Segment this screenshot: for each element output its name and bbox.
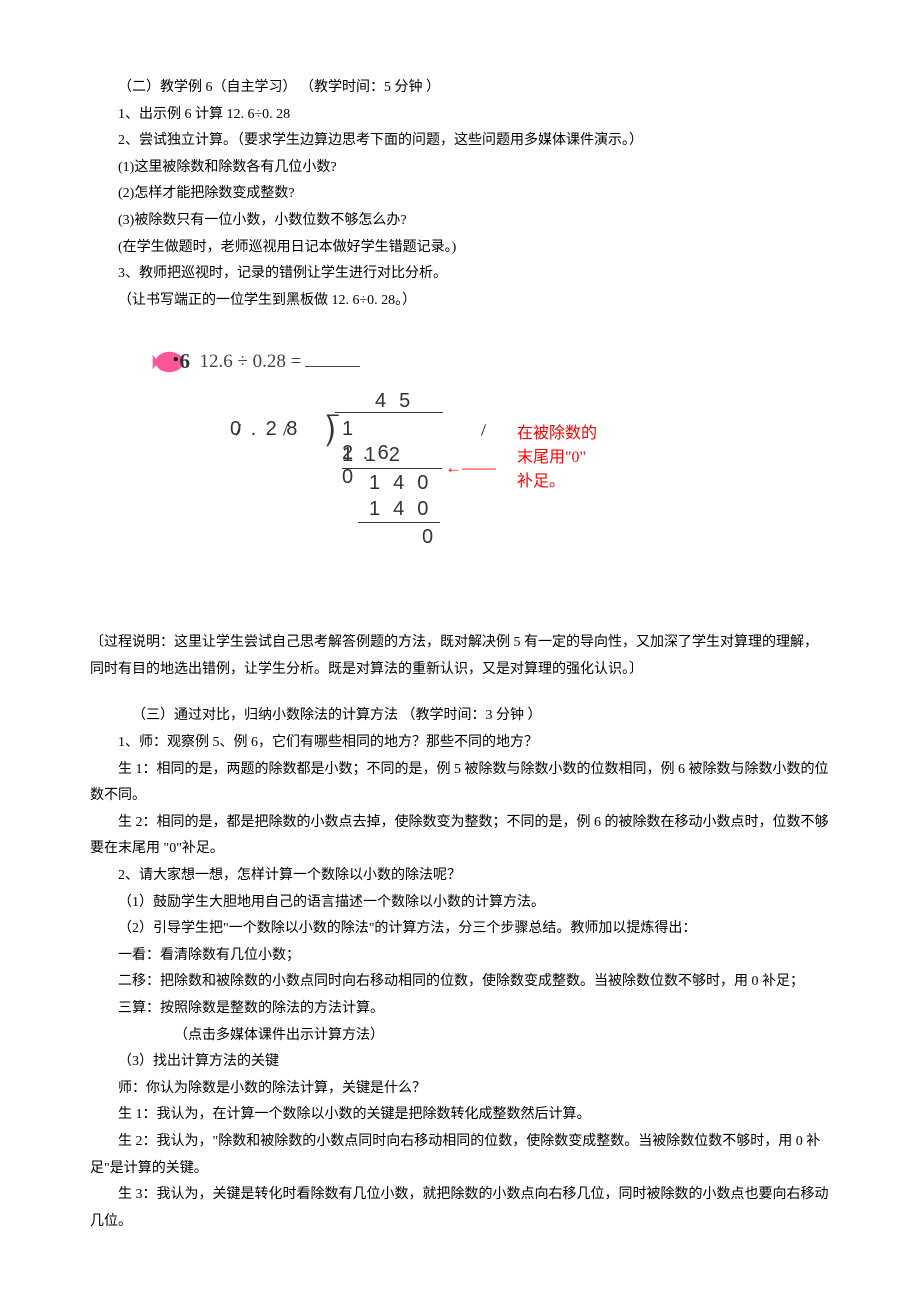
section1-item-1: 2、尝试独立计算。（要求学生边算边思考下面的问题，这些问题用多媒体课件演示。） [90,128,835,155]
division-bar [335,412,443,413]
equation-text: 12.6 ÷ 0.28 = [200,344,361,380]
section2-a5: 生 3：我认为，关键是转化时看除数有几位小数，就把除数的小数点向右移几位，同时被… [90,1182,835,1235]
section1-item-4: (3)被除数只有一位小数，小数位数不够怎么办? [90,208,835,235]
line2 [358,522,440,523]
section2-sub1: （1）鼓励学生大胆地用自己的语言描述一个数除以小数的计算方法。 [90,890,835,917]
section2-step2: 二移：把除数和被除数的小数点同时向右移动相同的位数，使除数变成整数。当被除数位数… [90,969,835,996]
divisor: 0.28 [230,417,307,441]
section1-item-0: 1、出示例 6 计算 12. 6÷0. 28 [90,102,835,129]
section2-step1: 一看：看清除数有几位小数； [90,943,835,970]
final-zero: 0 [422,525,433,549]
section2-a3: 生 1：我认为，在计算一个数除以小数的关键是把除数转化成整数然后计算。 [90,1102,835,1129]
section2-sub2: （2）引导学生把"一个数除以小数的除法"的计算方法，分三个步骤总结。教师加以提炼… [90,916,835,943]
section2-multimedia: （点击多媒体课件出示计算方法） [90,1023,835,1050]
annotation-line1: 在被除数的 [517,422,597,446]
section2-title: （三）通过对比，归纳小数除法的计算方法 （教学时间：3 分钟 ） [90,703,835,730]
annotation-text: 在被除数的 末尾用"0" 补足。 [517,422,597,494]
quotient: 45 [375,389,423,413]
math-example: 6 12.6 ÷ 0.28 = 45 ⟌ 0.28 1 2.6 0 112 14… [145,342,835,612]
process-note: 〔过程说明：这里让学生尝试自己思考解答例题的方法，既对解决例 5 有一定的导向性… [90,630,835,683]
annotation-line2: 末尾用"0" [517,446,597,470]
equation-value: 12.6 ÷ 0.28 = [200,351,302,372]
long-division: 45 ⟌ 0.28 1 2.6 0 112 140 140 0 ←—— 在被除数… [145,417,835,612]
section2-a1: 生 1：相同的是，两题的除数都是小数；不同的是，例 5 被除数与除数小数的位数相… [90,757,835,810]
blank-line [305,366,360,367]
section1-item-7: （让书写端正的一位学生到黑板做 12. 6÷0. 28。） [90,288,835,315]
section1-item-3: (2)怎样才能把除数变成整数? [90,181,835,208]
sub-step2: 140 [369,497,441,521]
annotation-line3: 补足。 [517,470,597,494]
section1-item-5: (在学生做题时，老师巡视用日记本做好学生错题记录。) [90,235,835,262]
section1-title: （二）教学例 6（自主学习） （教学时间：5 分钟 ） [90,75,835,102]
section2-a4: 生 2：我认为，"除数和被除数的小数点同时向右移动相同的位数，使除数变成整数。当… [90,1129,835,1182]
line1 [342,468,442,469]
sub-step1: 112 [342,443,413,467]
section1-item-2: (1)这里被除数和除数各有几位小数? [90,155,835,182]
section2-q1: 1、师：观察例 5、例 6，它们有哪些相同的地方？那些不同的地方？ [90,730,835,757]
section2-sub3: （3）找出计算方法的关键 [90,1049,835,1076]
section2-q3: 师：你认为除数是小数的除法计算，关键是什么？ [90,1076,835,1103]
example-number: 6 [180,349,191,373]
section2-q2: 2、请大家想一想，怎样计算一个数除以小数的除法呢？ [90,863,835,890]
arrow-icon: ←—— [445,452,496,484]
section1-item-6: 3、教师把巡视时，记录的错例让学生进行对比分析。 [90,261,835,288]
remainder1: 140 [369,471,441,495]
section2-step3: 三算：按照除数是整数的除法的方法计算。 [90,996,835,1023]
section2-a2: 生 2：相同的是，都是把除数的小数点去掉，使除数变为整数；不同的是，例 6 的被… [90,810,835,863]
division-bracket: ⟌ [325,414,339,455]
